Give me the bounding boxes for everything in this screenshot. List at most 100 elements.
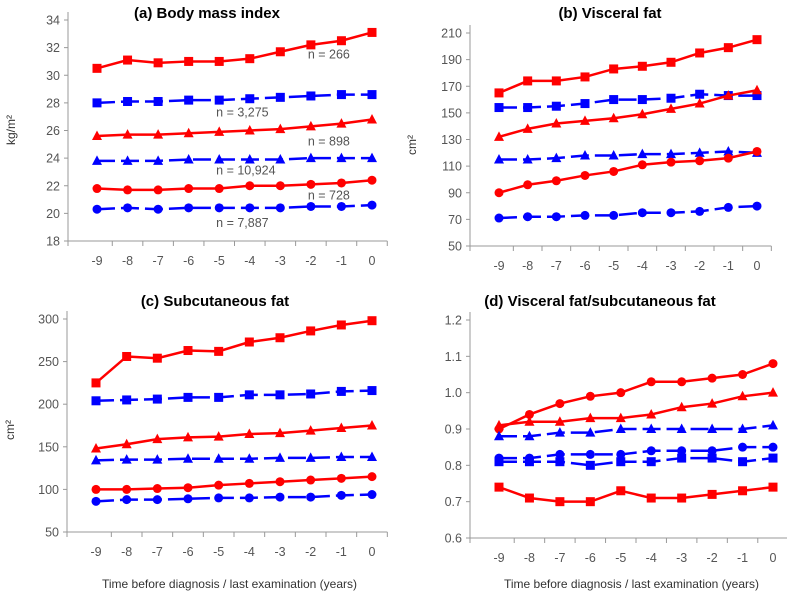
x-tick-label: 0 — [770, 551, 777, 565]
data-point-square — [91, 378, 101, 388]
series-red-triangle — [91, 420, 377, 453]
y-tick-label: 50 — [448, 240, 462, 254]
data-point-circle — [153, 185, 163, 195]
data-point-circle — [152, 484, 162, 494]
data-point-circle — [123, 185, 133, 195]
data-point-square — [616, 457, 626, 467]
data-point-square — [122, 395, 132, 405]
data-point-triangle — [367, 451, 377, 462]
data-point-square — [524, 493, 534, 503]
data-point-triangle — [723, 145, 734, 156]
data-point-square — [92, 98, 102, 108]
x-tick-label: -9 — [91, 254, 102, 268]
data-point-circle — [367, 200, 377, 210]
data-point-triangle — [524, 416, 535, 426]
data-point-triangle — [494, 131, 504, 141]
data-point-circle — [677, 446, 687, 456]
series-line — [499, 456, 774, 467]
series-blue-triangle — [494, 145, 762, 164]
data-point-circle — [723, 202, 733, 212]
data-point-square — [707, 489, 717, 499]
data-point-circle — [723, 153, 733, 163]
x-tick-label: -3 — [676, 551, 687, 565]
data-point-triangle — [737, 390, 748, 401]
data-point-triangle — [244, 125, 255, 135]
series-line — [96, 31, 373, 70]
series-blue-triangle — [92, 152, 377, 165]
data-point-circle — [122, 495, 132, 505]
y-tick-label: 1.2 — [445, 314, 462, 328]
data-point-square — [184, 95, 194, 105]
data-point-triangle — [666, 103, 676, 113]
data-point-square — [336, 36, 346, 46]
x-axis-label: Time before diagnosis / last examination… — [102, 577, 357, 591]
data-point-triangle — [551, 152, 562, 163]
series-blue-square — [494, 453, 778, 470]
data-point-triangle — [305, 152, 316, 163]
series-line — [97, 156, 372, 163]
data-point-square — [752, 91, 762, 101]
data-point-square — [585, 497, 595, 507]
data-point-circle — [523, 212, 533, 222]
data-point-square — [580, 99, 590, 109]
data-point-triangle — [183, 453, 193, 463]
data-point-circle — [214, 493, 224, 503]
data-point-triangle — [694, 147, 705, 157]
data-point-square — [184, 56, 194, 66]
series-line — [96, 118, 373, 138]
data-point-circle — [245, 181, 255, 191]
data-point-circle — [666, 157, 676, 167]
x-tick-label: -2 — [305, 254, 316, 268]
data-point-square — [551, 76, 561, 86]
data-point-triangle — [213, 453, 224, 463]
data-point-square — [91, 396, 101, 406]
data-point-triangle — [336, 152, 347, 163]
series-line — [498, 150, 758, 194]
data-point-circle — [555, 449, 565, 459]
series-blue-square — [91, 386, 377, 406]
x-tick-label: -5 — [608, 259, 619, 273]
series-line — [498, 391, 774, 427]
series-red-triangle — [494, 387, 778, 430]
chart-title: (b) Visceral fat — [558, 5, 661, 22]
data-point-circle — [91, 496, 101, 506]
data-point-circle — [184, 184, 194, 194]
x-tick-label: -9 — [493, 259, 504, 273]
sample-size-annotation: n = 3,275 — [216, 106, 269, 120]
y-tick-label: 90 — [448, 186, 462, 200]
y-tick-label: 34 — [46, 14, 60, 28]
data-point-triangle — [183, 127, 194, 138]
data-point-square — [275, 47, 285, 57]
x-tick-label: -1 — [336, 254, 347, 268]
y-tick-label: 110 — [442, 160, 462, 174]
x-tick-label: -4 — [244, 254, 255, 268]
data-point-square — [336, 90, 346, 100]
y-tick-label: 20 — [46, 207, 60, 221]
y-tick-label: 170 — [441, 80, 462, 94]
series-line — [498, 89, 758, 139]
data-point-square — [306, 389, 316, 399]
data-point-triangle — [737, 423, 748, 433]
data-point-square — [723, 43, 733, 53]
series-red-triangle — [92, 113, 377, 141]
x-tick-label: -9 — [90, 545, 101, 559]
series-line — [96, 93, 372, 105]
data-point-triangle — [183, 154, 194, 164]
x-tick-label: -6 — [182, 545, 193, 559]
x-tick-label: -2 — [694, 259, 705, 273]
data-point-square — [677, 453, 687, 463]
y-tick-label: 150 — [38, 440, 59, 454]
data-point-circle — [585, 449, 595, 459]
series-red-circle — [494, 359, 778, 434]
data-point-circle — [91, 484, 101, 494]
data-point-circle — [494, 188, 504, 198]
data-point-circle — [152, 495, 162, 505]
series-red-square — [494, 482, 778, 507]
data-point-square — [336, 386, 346, 396]
y-axis-label: cm² — [405, 135, 419, 155]
data-point-triangle — [183, 431, 193, 442]
data-point-square — [666, 93, 676, 103]
data-point-triangle — [585, 427, 596, 437]
data-point-triangle — [666, 148, 676, 159]
data-point-triangle — [214, 154, 225, 164]
